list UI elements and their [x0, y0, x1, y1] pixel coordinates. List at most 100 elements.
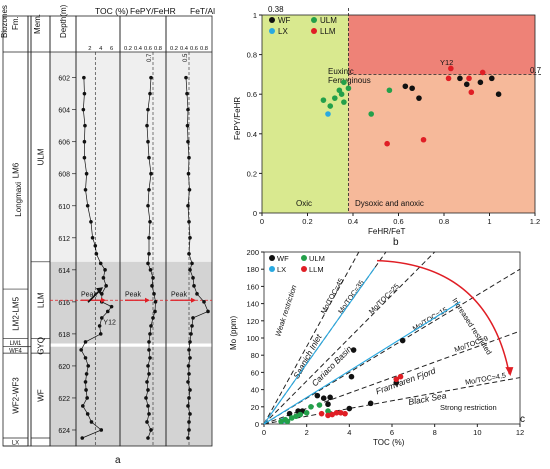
fet-tick-label: 0.6	[190, 46, 198, 52]
c-legend-marker-lx	[269, 266, 275, 272]
c-blue-trend-line	[263, 301, 461, 425]
b-ytick-label: 0	[253, 209, 257, 218]
fet-point	[191, 316, 195, 320]
b-ytick-label: 0.8	[247, 51, 257, 60]
member-label-0: ULM	[37, 148, 46, 165]
c-point-ulm	[297, 411, 304, 418]
fet-header: FeT/Al	[190, 6, 215, 16]
fepy-point	[148, 268, 153, 272]
fet-point	[188, 412, 192, 416]
toc-point	[85, 203, 90, 208]
fepy-peak-label: Peak	[125, 291, 141, 298]
b-point-ulm	[345, 85, 352, 92]
b-point-llm	[448, 65, 454, 72]
fepy-point	[148, 332, 152, 336]
fepy-point	[147, 340, 151, 344]
c-weak-restriction: Weak restriction	[273, 284, 298, 338]
fet-point	[185, 123, 190, 128]
b-zones	[262, 15, 535, 214]
depth-tick-label: 610	[58, 204, 70, 211]
c-point-ulm	[284, 418, 291, 425]
toc-point	[94, 252, 99, 256]
fet-point	[186, 107, 190, 112]
c-xtick-label: 0	[262, 428, 266, 437]
b-xtick-label: 1.2	[530, 217, 540, 226]
c-xtick-label: 10	[473, 428, 481, 437]
b-point-llm	[468, 89, 475, 96]
toc-point	[98, 261, 103, 266]
b-point-llm	[384, 140, 390, 147]
toc-point	[100, 292, 104, 296]
c-ref-line	[263, 330, 521, 425]
b-ytick-label: 1	[253, 11, 257, 20]
c-basin-label: Framvaren Fjord	[374, 365, 437, 396]
fepy-point	[149, 171, 153, 176]
fepy-point	[145, 420, 149, 424]
fepy-tick-label: 0.2	[124, 46, 132, 52]
fepy-point	[149, 75, 153, 80]
b-point-ulm	[332, 95, 338, 101]
c-legend-marker-wf	[269, 255, 275, 261]
b-point-wf	[457, 75, 463, 82]
depth-tick-label: 618	[58, 332, 70, 339]
depth-tick-label: 616	[58, 300, 70, 307]
fepy-point	[147, 187, 151, 192]
fepy-point	[147, 235, 151, 240]
b-ytick-label: 0.4	[247, 130, 257, 139]
b-point-wf	[402, 83, 409, 90]
fet-point	[187, 396, 191, 400]
column-frame-mem	[30, 15, 51, 447]
c-restriction-arrowhead	[505, 367, 514, 377]
c-ref-line	[263, 377, 521, 425]
b-zone-euxinic: Euxinic	[328, 67, 354, 76]
c-point-wf	[325, 401, 331, 408]
fet-point	[191, 276, 195, 280]
toc-point	[85, 412, 90, 416]
fet-point	[187, 219, 191, 224]
b-legend-marker-ulm	[311, 17, 317, 23]
c-point-llm	[325, 412, 331, 419]
depth-tick-label: 608	[58, 172, 70, 179]
b-threshold-y-label: 0.7	[530, 66, 542, 75]
column-frame-fm	[27, 15, 32, 447]
c-legend-marker-ulm	[301, 255, 307, 261]
toc-peak-arrowhead	[101, 297, 106, 303]
c-point-ulm	[278, 418, 284, 425]
fet-point	[188, 340, 192, 344]
fepy-peak-arrowhead	[145, 297, 150, 303]
b-point-ulm	[341, 79, 347, 86]
toc-point	[89, 219, 93, 224]
c-xtick-label: 2	[305, 428, 309, 437]
b-xtick-label: 0.2	[302, 217, 312, 226]
c-point-wf	[314, 392, 321, 399]
b-ytick-label: 0.6	[247, 90, 257, 99]
toc-point	[84, 171, 89, 176]
b-point-ulm	[327, 103, 334, 109]
b-xtick-label: 0.4	[348, 217, 358, 226]
biozone-label-0: LM6	[12, 162, 21, 178]
fepy-point	[146, 364, 150, 368]
b-point-ulm	[338, 91, 345, 97]
b-xtick-label: 1	[487, 217, 491, 226]
toc-point	[105, 309, 110, 314]
depth-tick-label: 620	[58, 364, 70, 371]
toc-point	[101, 276, 106, 280]
toc-point	[82, 155, 87, 160]
b-point-lx	[325, 111, 331, 117]
b-legend-marker-llm	[311, 28, 317, 34]
fepy-point	[146, 261, 150, 266]
fepy-reference-label: 0.7	[147, 53, 153, 62]
fet-point	[188, 268, 192, 272]
toc-point	[89, 420, 94, 424]
toc-point	[90, 235, 95, 240]
c-ref-line	[263, 251, 436, 425]
b-xtick-label: 0.6	[393, 217, 403, 226]
depth-tick-label: 622	[58, 396, 70, 403]
c-legend-label-lx: LX	[277, 265, 286, 274]
fet-reference-label: 0.5	[183, 53, 189, 62]
fepy-tick-label: 0.6	[144, 46, 152, 52]
fepy-point	[153, 300, 158, 304]
b-zone-ferruginous: Ferruginous	[328, 76, 371, 85]
b-legend-label-llm: LLM	[320, 27, 336, 36]
